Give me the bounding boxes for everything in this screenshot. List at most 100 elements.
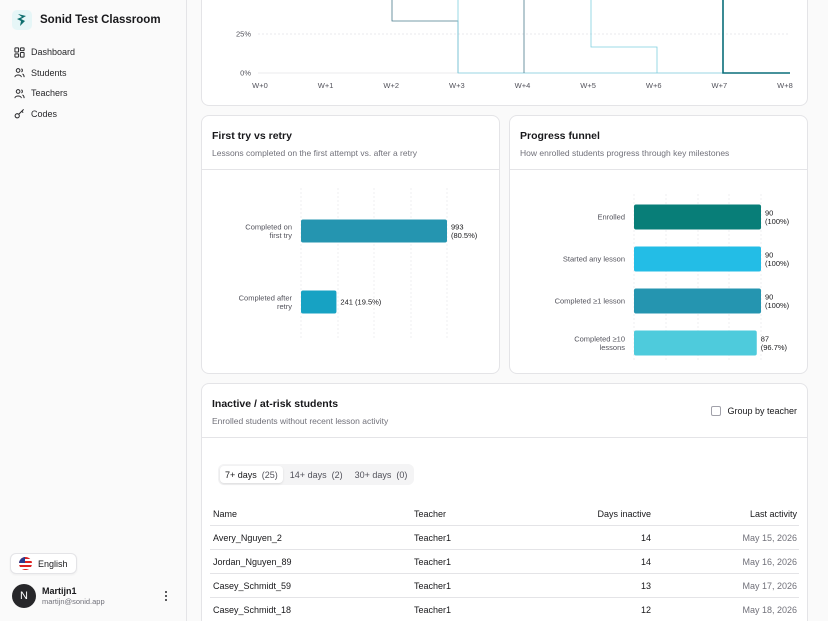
value-label: 993 (80.5%) [451,223,478,241]
category-label: Completed on first try [245,222,292,240]
key-icon [14,109,24,119]
sidebar-item-teachers[interactable]: Teachers [14,83,179,104]
student-name: Jordan_Nguyen_89 [213,556,292,567]
table-row[interactable]: Avery_Nguyen_2 Teacher1 14 May 15, 2026 [210,526,799,550]
sidebar-item-label: Dashboard [31,47,76,58]
days-inactive: 14 [640,532,651,543]
column-header-teacher[interactable]: Teacher [414,508,447,519]
inactivity-tabs: 7+ days (25) 14+ days (2) 30+ days (0) [218,464,415,485]
table-row[interactable]: Jordan_Nguyen_89 Teacher1 14 May 16, 202… [210,550,799,574]
user-name: Martijn1 [42,586,77,596]
progress-funnel-card: Progress funnel How enrolled students pr… [509,115,808,374]
bar[interactable] [634,204,761,230]
card-title: Progress funnel [520,130,600,142]
bar[interactable] [301,290,337,314]
student-name: Casey_Schmidt_18 [213,604,292,615]
sidebar-item-label: Students [31,67,67,78]
last-activity: May 17, 2026 [742,580,797,591]
teacher-name: Teacher1 [414,532,452,543]
last-activity: May 16, 2026 [742,556,797,567]
card-subtitle: Lessons completed on the first attempt v… [212,148,418,158]
brand[interactable]: Sonid Test Classroom [12,10,161,30]
last-activity: May 18, 2026 [742,604,797,615]
group-by-teacher-toggle[interactable]: Group by teacher [711,406,797,416]
column-header-days-inactive[interactable]: Days inactive [597,508,651,519]
divider [202,169,499,170]
x-tick-label: W+2 [383,81,399,90]
divider [510,169,807,170]
tab-count: (2) [331,469,343,480]
bar[interactable] [634,330,757,356]
category-label: Completed ≥10 lessons [574,334,625,352]
app-title: Sonid Test Classroom [40,14,161,26]
grid-icon [14,47,25,58]
tab-label: 7+ days [225,469,257,480]
teacher-name: Teacher1 [414,604,452,615]
tab-14-days[interactable]: 14+ days (2) [285,466,348,483]
value-label: 241 (19.5%) [340,298,381,307]
tab-count: (0) [396,469,408,480]
divider [202,437,807,438]
value-label: 90 (100%) [765,251,790,269]
value-label: 87 (96.7%) [761,335,788,353]
days-inactive: 13 [640,580,651,591]
bar[interactable] [634,246,761,272]
column-header-name[interactable]: Name [213,508,238,519]
retention-chart-card: 25% 0% W+0 W+1 W+2 W+3 W+4 W+5 W+6 W+7 W+8 [201,0,808,106]
card-subtitle: Enrolled students without recent lesson … [212,416,389,426]
tab-7-days[interactable]: 7+ days (25) [220,466,283,483]
language-selector[interactable]: English [10,553,77,574]
x-tick-label: W+6 [646,81,662,90]
first-try-card: First try vs retry Lessons completed on … [201,115,500,374]
tab-label: 30+ days [354,469,392,480]
sidebar-item-label: Teachers [31,88,68,99]
sidebar: Sonid Test Classroom Dashboard Students … [0,0,187,621]
x-tick-label: W+5 [580,81,596,90]
table-header: Name Teacher Days inactive Last activity [210,502,799,526]
table-row[interactable]: Casey_Schmidt_18 Teacher1 12 May 18, 202… [210,598,799,621]
category-label: Completed after retry [239,293,293,311]
sidebar-nav: Dashboard Students Teachers Codes [14,42,179,124]
funnel-chart: Enrolled 90 (100%) Started any lesson 90 (100… [555,194,790,362]
value-label: 90 (100%) [765,293,790,311]
card-title: Inactive / at-risk students [212,398,339,410]
days-inactive: 12 [640,604,651,615]
inactive-students-card: Inactive / at-risk students Enrolled stu… [201,383,808,621]
teacher-name: Teacher1 [414,556,452,567]
first-try-chart: Completed on first try 993 (80.5%) Completed… [239,188,478,338]
table-row[interactable]: Casey_Schmidt_59 Teacher1 13 May 17, 202… [210,574,799,598]
tab-label: 14+ days [289,469,327,480]
users-icon [14,68,25,78]
tab-30-days[interactable]: 30+ days (0) [350,466,413,483]
y-tick-label: 25% [236,30,251,39]
x-tick-label: W+0 [252,81,268,90]
value-label: 90 (100%) [765,209,790,227]
category-label: Enrolled [597,213,625,222]
group-by-teacher-label: Group by teacher [727,406,797,416]
last-activity: May 15, 2026 [742,532,797,543]
category-label: Started any lesson [563,255,625,264]
bar[interactable] [634,288,761,314]
sidebar-item-codes[interactable]: Codes [14,104,179,125]
y-tick-label: 0% [240,69,251,78]
users-icon [14,88,25,98]
user-profile[interactable]: N Martijn1 martijn@sonid.app [12,584,105,608]
x-tick-label: W+3 [449,81,465,90]
category-label: Completed ≥1 lesson [555,297,625,306]
student-name: Casey_Schmidt_59 [213,580,292,591]
more-options-icon[interactable] [160,588,172,604]
bar[interactable] [301,219,447,243]
user-email: martijn@sonid.app [42,597,105,606]
tab-count: (25) [261,469,278,480]
retention-chart: 25% 0% W+0 W+1 W+2 W+3 W+4 W+5 W+6 W+7 W+8 [236,0,793,90]
sidebar-item-dashboard[interactable]: Dashboard [14,42,179,63]
column-header-last-activity[interactable]: Last activity [749,508,797,519]
sidebar-item-students[interactable]: Students [14,63,179,84]
group-by-teacher-checkbox[interactable] [711,406,722,416]
card-title: First try vs retry [212,130,292,142]
student-name: Avery_Nguyen_2 [213,532,282,543]
x-tick-label: W+7 [712,81,728,90]
x-tick-label: W+1 [318,81,334,90]
teacher-name: Teacher1 [414,580,452,591]
sidebar-item-label: Codes [31,108,58,119]
